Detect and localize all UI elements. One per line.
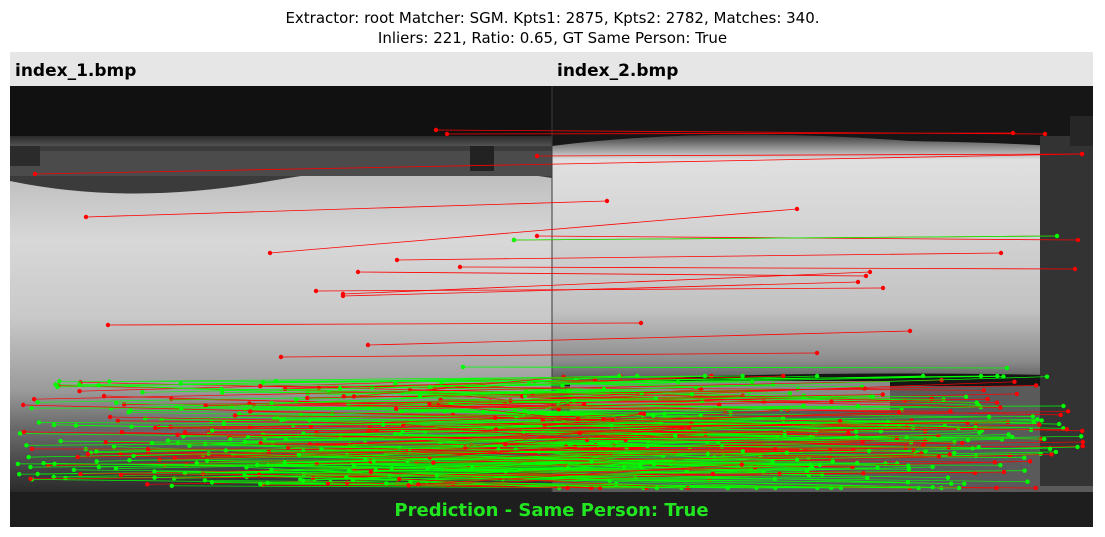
image-pair — [10, 86, 1093, 492]
right-image-label: index_2.bmp — [557, 61, 679, 81]
match-visualization: index_1.bmp index_2.bmp — [10, 52, 1093, 527]
prediction-text: Prediction - Same Person: True — [394, 500, 709, 521]
figure-title: Extractor: root Matcher: SGM. Kpts1: 287… — [0, 8, 1105, 48]
keypoint-matches — [15, 127, 1086, 491]
title-line-2: Inliers: 221, Ratio: 0.65, GT Same Perso… — [377, 29, 728, 47]
title-line-1: Extractor: root Matcher: SGM. Kpts1: 287… — [285, 9, 820, 27]
prediction-banner: Prediction - Same Person: True — [10, 492, 1093, 527]
image-label-strip: index_1.bmp index_2.bmp — [10, 52, 1093, 86]
left-image-label: index_1.bmp — [15, 61, 137, 81]
